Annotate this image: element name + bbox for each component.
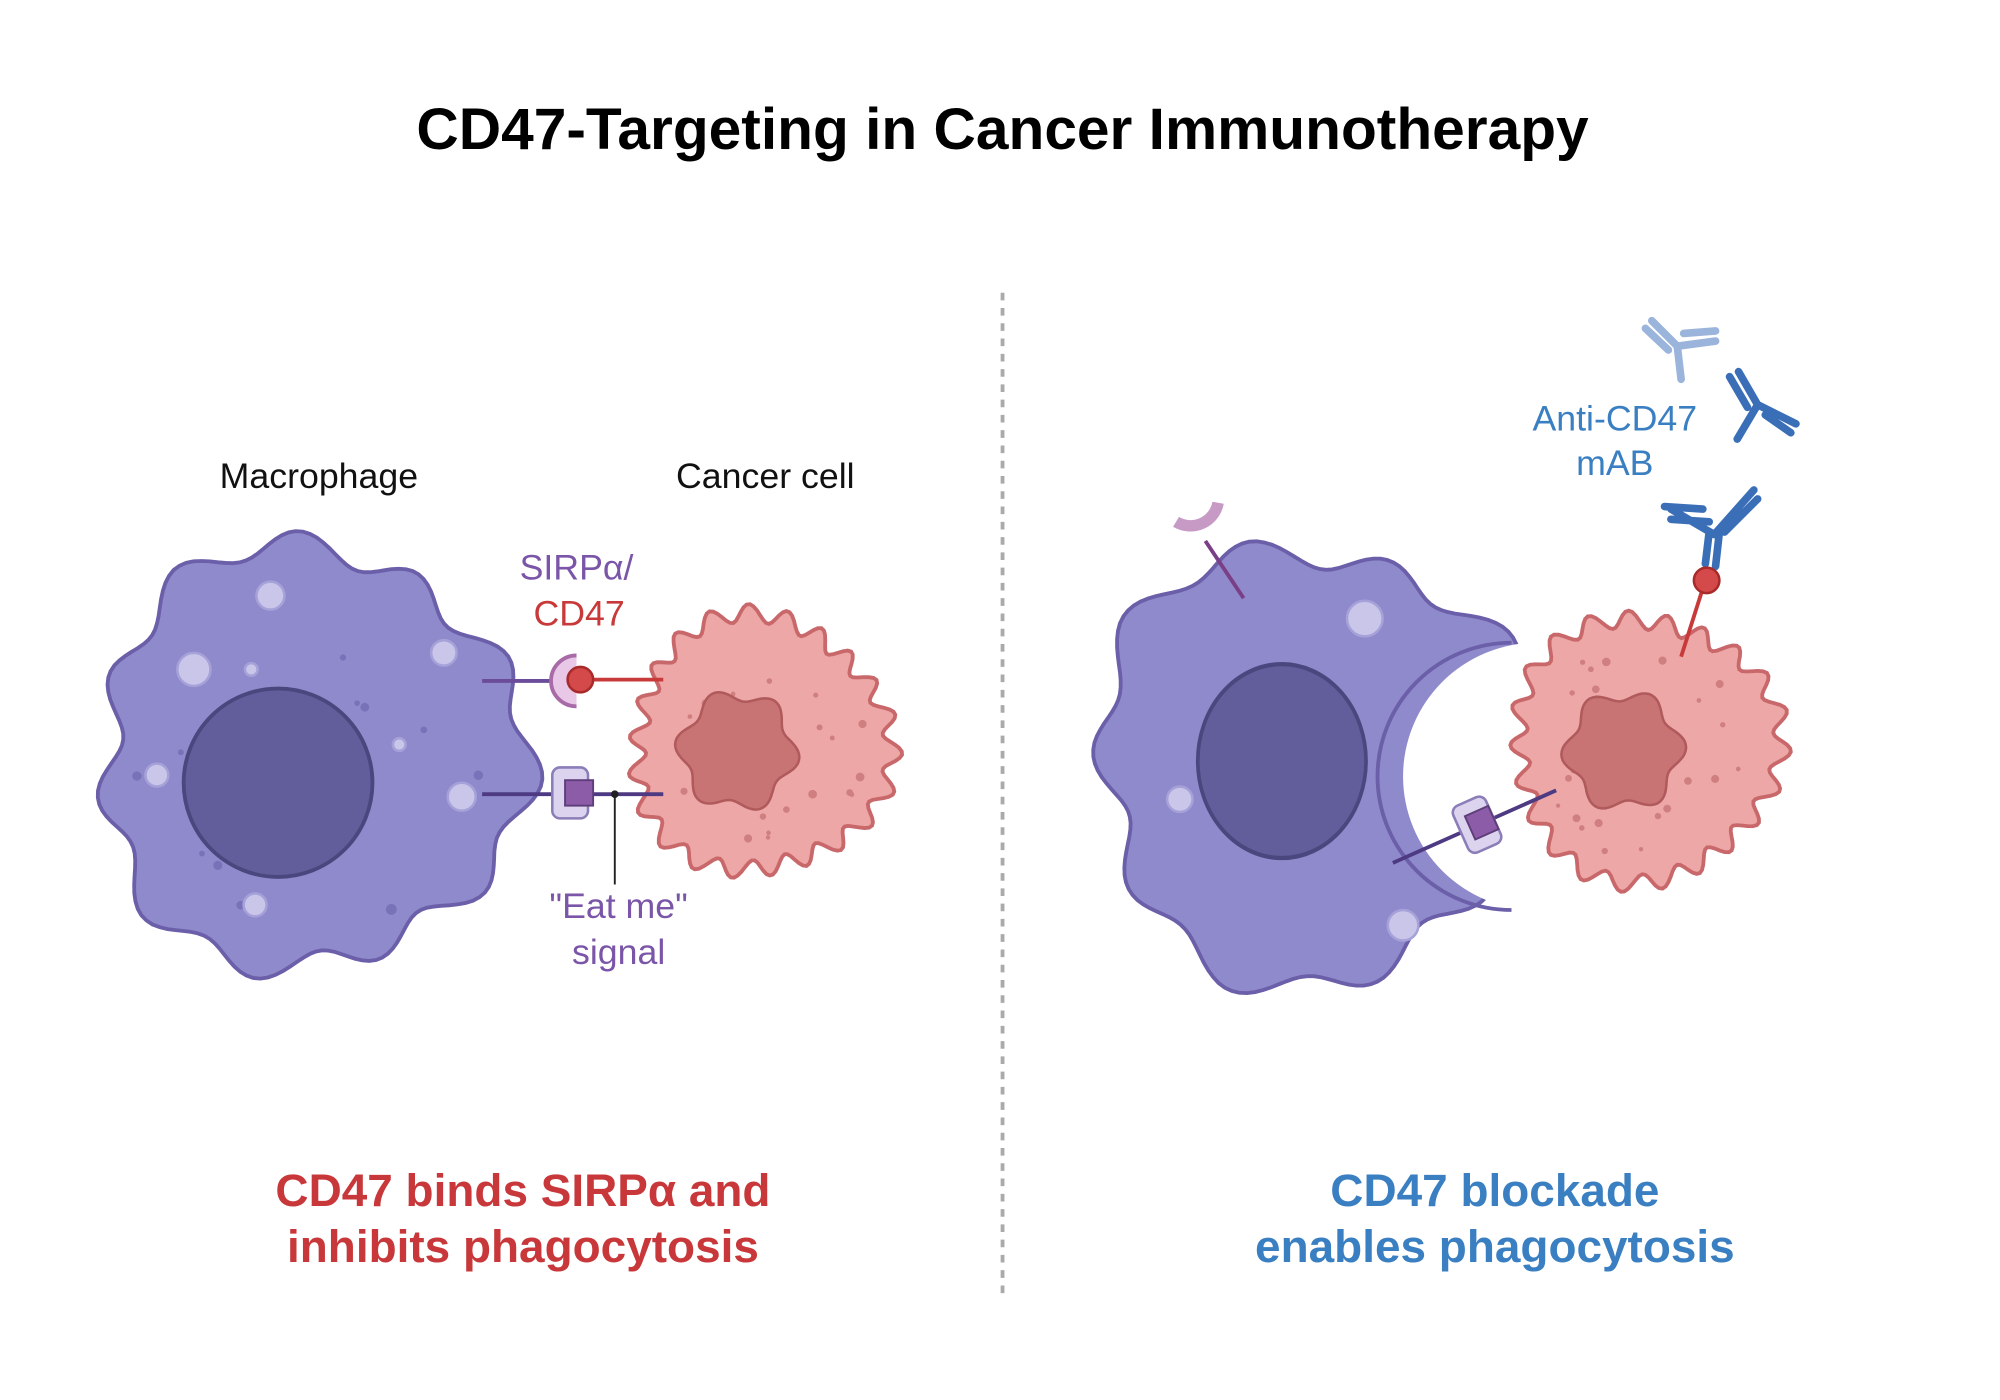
vesicle (391, 736, 407, 753)
granule (1684, 777, 1692, 785)
ligand-label: CD47 (533, 593, 624, 633)
antibody-label: mAB (1576, 443, 1653, 483)
vesicle (1345, 599, 1384, 638)
granule (855, 772, 865, 782)
granule (813, 692, 819, 698)
granule (849, 791, 855, 798)
macrophage-label: Macrophage (220, 456, 418, 496)
signal-label: "Eat me" (549, 886, 687, 926)
caption: enables phagocytosis (1255, 1220, 1735, 1272)
cancer-nucleus (673, 690, 801, 811)
granule (177, 749, 184, 756)
macrophage-engulfing (1091, 539, 1555, 996)
granule (354, 700, 360, 706)
granule (816, 724, 823, 731)
granule (385, 904, 397, 915)
vesicle (176, 651, 212, 688)
bite-edge (1375, 640, 1512, 912)
cells (95, 529, 1793, 996)
nucleus (181, 686, 375, 879)
granule (759, 813, 767, 820)
granule (1711, 774, 1720, 783)
vesicle (1165, 785, 1194, 814)
vesicle (144, 762, 170, 788)
receptors-left (482, 653, 664, 885)
granule (1601, 847, 1608, 855)
granule (743, 834, 753, 843)
granule (1572, 814, 1581, 823)
granule (1602, 657, 1611, 667)
granule (339, 654, 347, 661)
granule (1579, 825, 1585, 831)
granule (1594, 819, 1603, 828)
granule (766, 830, 771, 836)
vesicle (429, 638, 458, 667)
granule (213, 860, 223, 870)
caption: CD47 binds SIRPα and (275, 1164, 770, 1216)
granule (766, 678, 773, 684)
granule (1591, 685, 1600, 694)
nucleus (1195, 662, 1368, 861)
title: CD47-Targeting in Cancer Immunotherapy (416, 97, 1589, 162)
granule (829, 735, 835, 741)
granule (1555, 803, 1561, 808)
granule (1663, 804, 1672, 813)
granule (1638, 847, 1644, 852)
granule (858, 719, 867, 729)
vesicle (1386, 908, 1420, 942)
granule (420, 726, 428, 734)
granule (132, 771, 142, 781)
receptor-label: SIRPα/ (520, 548, 634, 588)
granule (1720, 722, 1726, 728)
granule (473, 770, 484, 780)
granule (680, 787, 688, 795)
cancer-nucleus (1560, 692, 1688, 810)
granule (1588, 666, 1594, 673)
vesicle (242, 892, 268, 918)
cancer-cell-label: Cancer cell (676, 456, 855, 496)
granule (1565, 774, 1572, 782)
granule (1569, 690, 1575, 696)
granule (1654, 812, 1662, 820)
vesicle (446, 781, 478, 812)
granule (199, 850, 205, 857)
caption: CD47 blockade (1330, 1164, 1659, 1216)
receptors-right (1173, 316, 1800, 865)
granule (1735, 766, 1741, 772)
granule (1715, 680, 1724, 688)
granule (1658, 656, 1667, 665)
vesicle (243, 661, 259, 678)
granule (765, 835, 771, 840)
antibody-label: Anti-CD47 (1532, 399, 1697, 439)
granule (687, 714, 693, 719)
vesicle (255, 580, 286, 611)
caption: inhibits phagocytosis (287, 1220, 759, 1272)
granule (1579, 659, 1586, 665)
granule (808, 789, 817, 799)
granule (1696, 698, 1702, 703)
labels: Macrophage Cancer cell SIRPα/ CD47 "Eat … (220, 399, 1735, 1272)
granule (783, 806, 790, 813)
signal-label: signal (572, 932, 665, 972)
granule (360, 702, 370, 712)
